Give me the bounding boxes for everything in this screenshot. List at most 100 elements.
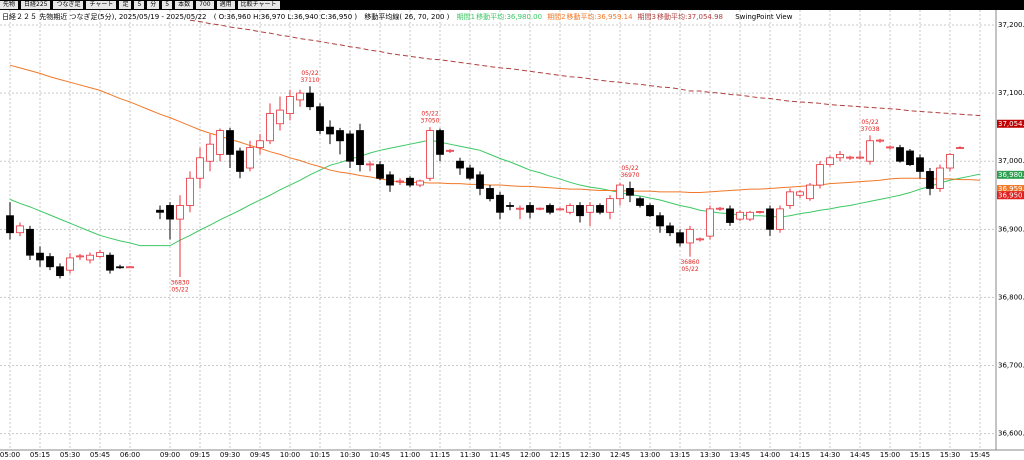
legend-value: 移動平均:36,980.00 [476,13,543,21]
candle-body [606,198,614,213]
candle-body [296,92,304,101]
candle-body [486,188,494,200]
toolbar-item: つなぎ足 [53,1,84,9]
x-tick-label: 11:00 [400,451,420,459]
candle-body [336,130,344,142]
y-tick-label: 37,200.0 [998,21,1024,29]
chart-title: 日経２２５ 先物期近 つなぎ足(5分), 2025/05/19 - 2025/0… [2,13,207,21]
swing-value: 36860 [680,259,699,266]
candle-body [446,149,454,152]
candle-body [206,143,214,162]
candle-body [796,191,804,196]
swing-date: 05/22 [861,119,878,126]
candle-body [266,113,274,142]
candle-body [326,126,334,135]
x-tick-label: 10:00 [280,451,300,459]
candle-body [156,209,164,213]
y-tick-label: 36,900.0 [998,225,1024,233]
candle-body [856,156,864,159]
candle-body [196,157,204,179]
x-tick-label: 13:45 [730,451,750,459]
candle-body [866,140,874,162]
candle-body [876,139,884,142]
candle-body [286,96,294,114]
legend-name: 期間2 [547,13,566,21]
candle-body [76,255,84,258]
x-tick-label: 12:30 [580,451,600,459]
x-tick-label: 15:45 [970,451,990,459]
x-tick-label: 05:00 [0,451,20,459]
candle-body [356,130,364,166]
toolbar-item: 適用 [216,1,235,9]
price-tag [997,119,1024,128]
x-tick-label: 10:45 [370,451,390,459]
candle-body [896,147,904,162]
candle-body [536,207,544,210]
candle-body [556,208,564,211]
x-tick-label: 11:30 [460,451,480,459]
candle-body [546,205,554,213]
toolbar: 先物 日経225 つなぎ足 チャート足 5 分 5 本数 700 適用 比較チャート [0,0,1024,10]
candle-body [716,207,724,210]
candle-body [766,208,774,230]
y-tick-label: 36,600.0 [998,430,1024,438]
candle-body [386,174,394,186]
swing-date: 05/22 [421,111,438,118]
x-tick-label: 14:30 [820,451,840,459]
candle-body [926,171,934,189]
candle-body [686,228,694,244]
legend-value: 移動平均:37,054.98 [657,13,723,21]
x-tick-label: 14:00 [760,451,780,459]
candle-body [226,130,234,155]
candle-body [566,205,574,213]
ma-title: 移動平均線( 26, 70, 200 ) [364,13,450,21]
info-line: 日経２２５ 先物期近 つなぎ足(5分), 2025/05/19 - 2025/0… [2,12,797,22]
candle-body [426,130,434,179]
price-tag [997,170,1024,179]
y-tick-label: 36,700.0 [998,362,1024,370]
candle-body [316,106,324,131]
swing-date: 05/22 [621,165,638,172]
candle-body [756,211,764,214]
x-tick-label: 09:15 [190,451,210,459]
candle-body [346,133,354,162]
candle-body [626,188,634,196]
x-tick-label: 13:15 [670,451,690,459]
candle-body [166,205,174,220]
candle-body [246,147,254,169]
swing-date: 05/22 [171,286,188,293]
toolbar-item: 分 [147,1,160,9]
candle-body [616,184,624,200]
candle-body [526,205,534,213]
candle-body [506,205,514,207]
x-tick-label: 14:45 [850,451,870,459]
toolbar-item: 足 [119,1,132,9]
price-tag-label: 37,054.9 [998,120,1024,128]
x-tick-label: 12:45 [610,451,630,459]
x-tick-label: 06:00 [120,451,140,459]
candle-body [496,194,504,213]
x-tick-label: 09:30 [220,451,240,459]
candle-body [816,164,824,186]
swing-value: 36830 [170,279,189,286]
toolbar-item: チャート [86,1,117,9]
x-tick-label: 05:45 [90,451,110,459]
candle-body [936,167,944,189]
candle-body [826,157,834,166]
candle-body [116,266,124,269]
candle-body [6,215,14,234]
candle-body [736,211,744,220]
ma-line [9,139,981,247]
price-tag-label: 36,959.1 [998,185,1024,193]
x-tick-label: 12:00 [520,451,540,459]
ohlc: ( O:36,960 H:36,970 L:36,940 C:36,950 ) [213,13,358,21]
toolbar-item: 本数 [175,1,194,9]
toolbar-item[interactable]: 比較チャート [237,1,280,9]
candle-body [56,266,64,277]
candle-body [636,198,644,206]
candle-body [26,228,34,256]
toolbar-item: 5 [134,1,145,9]
candle-body [36,252,44,261]
candle-body [406,177,414,186]
